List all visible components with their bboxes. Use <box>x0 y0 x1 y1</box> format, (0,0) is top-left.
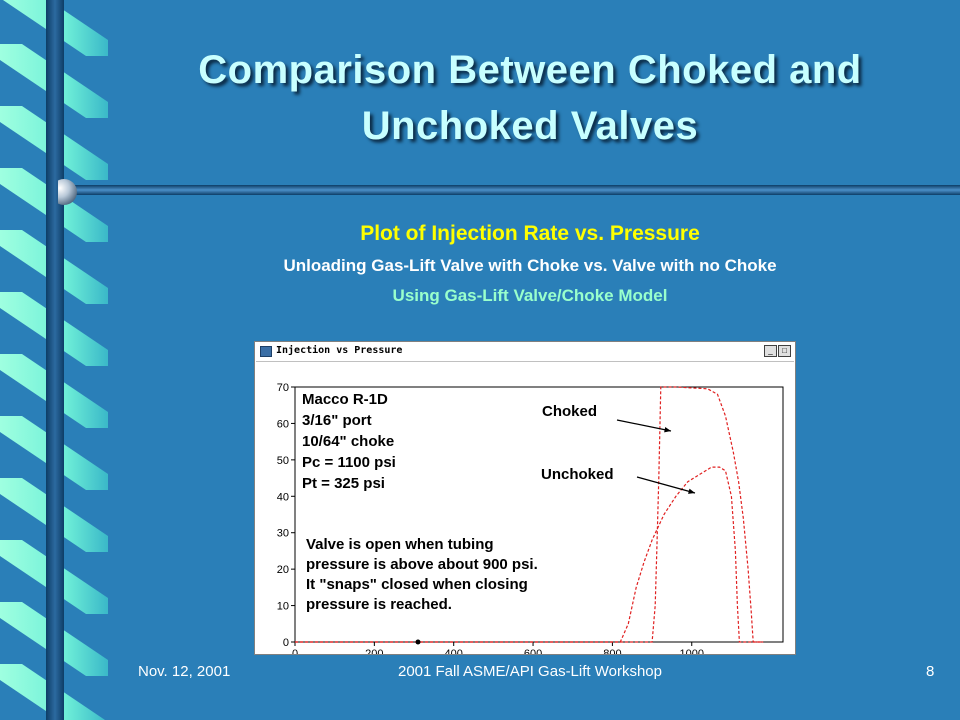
unchoked-leader-arrow <box>636 476 696 494</box>
window-title: Injection vs Pressure <box>276 345 403 356</box>
choked-leader-arrow <box>616 419 672 432</box>
page-title-line-2: Unchoked Valves <box>361 104 699 148</box>
footer-date: Nov. 12, 2001 <box>138 663 231 680</box>
y-tick-label: 40 <box>277 491 289 503</box>
y-tick-label: 30 <box>277 528 289 540</box>
spec-line: 3/16" port <box>302 412 372 429</box>
minimize-icon: _ <box>768 346 773 355</box>
x-tick-label: 0 <box>292 648 298 654</box>
plot-heading: Plot of Injection Rate vs. Pressure <box>360 222 700 245</box>
note-line: It "snaps" closed when closing <box>306 576 528 593</box>
y-tick-label: 0 <box>283 637 289 649</box>
spec-line: 10/64" choke <box>302 433 395 450</box>
chart-window: Injection vs Pressure _ □ 0 10 20 30 40 50 60 7… <box>254 341 796 655</box>
spec-line: Pc = 1100 psi <box>302 454 396 471</box>
minimize-button[interactable]: _ <box>764 345 777 357</box>
x-tick-label: 600 <box>524 648 542 654</box>
decorative-ribbon-strip <box>0 0 108 720</box>
y-tick-label: 70 <box>277 382 289 394</box>
footer-event: 2001 Fall ASME/API Gas-Lift Workshop <box>397 663 662 680</box>
x-tick-label: 1000 <box>680 648 704 654</box>
maximize-button[interactable]: □ <box>778 345 791 357</box>
app-icon[interactable] <box>260 346 272 357</box>
x-tick-label: 200 <box>365 648 383 654</box>
valve-spec-text: Macco R-1D 3/16" port 10/64" choke Pc = … <box>302 389 396 494</box>
unchoked-curve-label: Unchoked <box>541 466 614 483</box>
x-tick-label: 800 <box>603 648 621 654</box>
unchoked-leader-arrow-head <box>688 488 695 494</box>
spec-line: Pt = 325 psi <box>302 475 385 492</box>
title-divider <box>58 179 960 205</box>
spec-line: Macco R-1D <box>302 391 388 408</box>
y-tick-label: 50 <box>277 455 289 467</box>
note-line: Valve is open when tubing <box>306 536 494 553</box>
injection-pressure-chart: 0 10 20 30 40 50 60 70 0 200 400 600 800 1000 <box>277 382 784 654</box>
page-number: 8 <box>926 663 935 680</box>
window-titlebar[interactable]: Injection vs Pressure _ □ <box>256 343 794 362</box>
divider-ball-icon <box>58 179 77 205</box>
y-tick-label: 60 <box>277 418 289 430</box>
valve-behavior-note: Valve is open when tubing pressure is ab… <box>306 535 538 615</box>
x-tick-label: 400 <box>445 648 463 654</box>
choked-leader-arrow-head <box>664 427 671 433</box>
note-line: pressure is reached. <box>306 596 452 613</box>
plot-subtitle: Unloading Gas-Lift Valve with Choke vs. … <box>283 256 777 275</box>
plot-area-frame <box>294 386 784 643</box>
plot-model-caption: Using Gas-Lift Valve/Choke Model <box>392 286 668 305</box>
page-title-line-1: Comparison Between Choked and <box>198 48 862 92</box>
data-point <box>415 639 421 645</box>
maximize-icon: □ <box>782 346 787 355</box>
choked-curve-label: Choked <box>542 403 598 420</box>
y-tick-label: 10 <box>277 601 289 613</box>
note-line: pressure is above about 900 psi. <box>306 556 538 573</box>
series-line-unchoked <box>295 466 764 643</box>
y-tick-label: 20 <box>277 564 289 576</box>
